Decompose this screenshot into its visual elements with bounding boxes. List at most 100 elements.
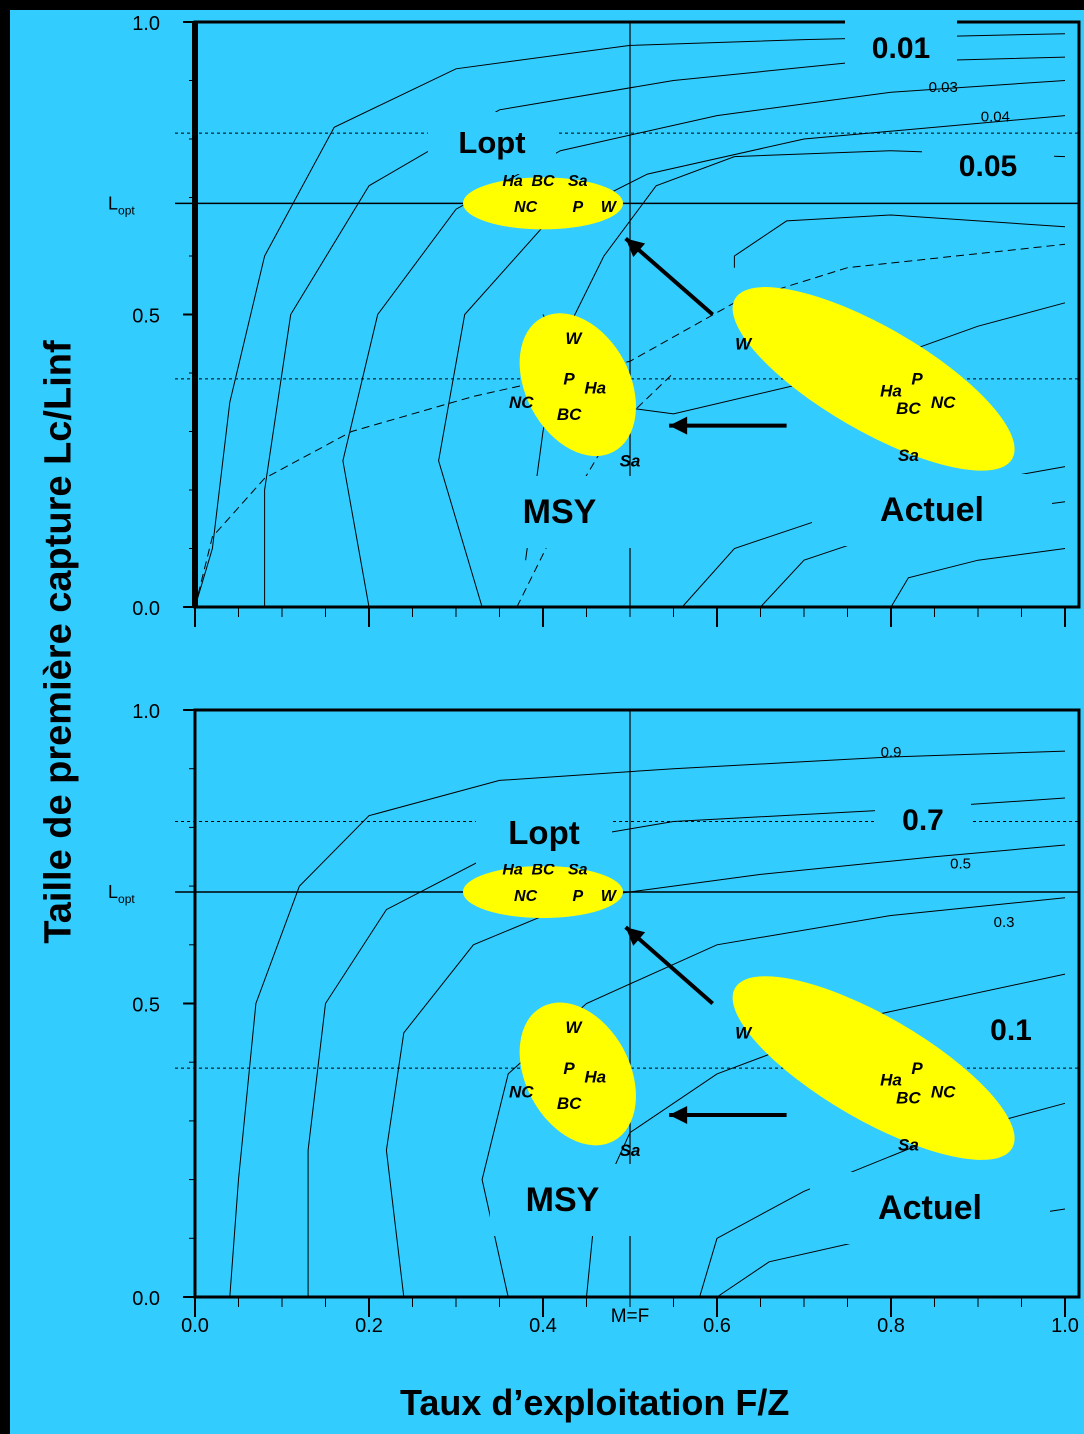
contour-line (229, 750, 1066, 1298)
y-axis-title-box: Taille de première capture Lc/Linf (10, 192, 107, 1092)
arrow-head (625, 238, 646, 258)
top-msy-box: MSY (487, 476, 632, 548)
contour-line (307, 797, 1066, 1297)
bottom-contour-box-07: 0.7 (875, 790, 971, 852)
top-msy-label: MSY (522, 492, 597, 531)
y-tick-label: 0.5 (132, 306, 160, 328)
species-label: Ha (502, 861, 523, 878)
contour-line (194, 33, 1066, 608)
bottom-actuel-box: Actuel (810, 1172, 1050, 1244)
top-actuel-label: Actuel (880, 490, 984, 529)
mf-label: M=F (611, 1306, 650, 1327)
species-label: Ha (880, 1071, 902, 1090)
dashed-curve (194, 243, 1066, 608)
species-label: NC (509, 393, 534, 412)
actuel-ellipse (732, 976, 1015, 1160)
species-label: W (565, 1018, 583, 1037)
msy-ellipse (519, 1002, 636, 1146)
lopt-ellipse (463, 865, 623, 918)
top-contour-label-001: 0.01 (871, 32, 931, 65)
arrow-head (625, 927, 646, 946)
contour-label: 0.04 (981, 108, 1010, 125)
species-label: Sa (568, 173, 588, 190)
lopt-axis-sub: opt (118, 892, 135, 906)
x-tick-label: 1.0 (1051, 1315, 1079, 1337)
contour-label: 0.5 (950, 855, 971, 872)
x-tick-label: 0.4 (529, 1315, 557, 1337)
species-label: BC (557, 405, 582, 424)
species-label: BC (557, 1094, 582, 1113)
x-tick-label: 0.2 (355, 1315, 383, 1337)
species-label: Sa (898, 1135, 919, 1154)
species-label: P (911, 370, 923, 389)
species-label: Ha (502, 173, 523, 190)
actuel-ellipse (732, 287, 1015, 471)
contour-label: 0.03 (929, 79, 958, 96)
species-label: NC (931, 393, 956, 412)
species-label: P (572, 199, 583, 216)
bottom-lopt-box: Lopt (476, 802, 612, 864)
contour-line (733, 214, 1066, 268)
y-tick-label: 0.0 (132, 598, 160, 620)
x-axis-title: Taux d’exploitation F/Z (400, 1382, 790, 1423)
species-label: NC (514, 199, 538, 216)
bottom-contour-label-01: 0.1 (990, 1014, 1032, 1047)
species-label: W (735, 1024, 753, 1043)
species-label: BC (896, 399, 921, 418)
top-actuel-box: Actuel (812, 474, 1052, 546)
species-label: P (563, 1059, 575, 1078)
species-label: W (735, 335, 753, 354)
dashed-curve (516, 372, 674, 608)
species-label: Sa (898, 446, 919, 465)
x-axis-title-box: Taux d’exploitation F/Z (10, 1372, 1084, 1434)
species-label: W (565, 329, 583, 348)
top-lopt-box: Lopt (428, 112, 556, 174)
species-label: Sa (568, 861, 588, 878)
species-label: W (601, 199, 618, 216)
bottom-msy-label: MSY (525, 1180, 600, 1219)
species-label: P (563, 370, 575, 389)
species-label: P (572, 888, 583, 905)
x-tick-label: 0.6 (703, 1315, 731, 1337)
top-contour-box-001: 0.01 (845, 18, 957, 80)
bottom-contour-label-07: 0.7 (902, 804, 944, 837)
bottom-lopt-label: Lopt (508, 814, 580, 851)
species-label: Ha (584, 1068, 606, 1087)
bottom-msy-box: MSY (490, 1164, 635, 1236)
arrow-head (669, 1106, 688, 1125)
top-contour-box-005: 0.05 (922, 136, 1054, 198)
msy-ellipse (519, 313, 636, 457)
contour-label: 0.3 (994, 914, 1015, 931)
y-axis-title: Taille de première capture Lc/Linf (37, 340, 79, 944)
x-tick-label: 0.0 (181, 1315, 209, 1337)
arrow-shaft (624, 925, 714, 1006)
x-tick-label: 0.8 (877, 1315, 905, 1337)
species-label: W (601, 888, 618, 905)
contour-line (385, 844, 1066, 1298)
species-label: NC (514, 888, 538, 905)
species-label: NC (509, 1082, 534, 1101)
species-label: Sa (620, 452, 641, 471)
lopt-ellipse (463, 177, 623, 230)
species-label: Ha (880, 381, 902, 400)
species-label: Ha (584, 378, 606, 397)
contour-line (890, 548, 1066, 608)
x-tick-labels: 0.0 0.2 0.4 0.6 0.8 1.0 M=F (181, 1306, 1079, 1337)
arrow-head (669, 416, 688, 435)
y-tick-label: 0.0 (132, 1288, 160, 1310)
top-contour-label-005: 0.05 (958, 150, 1018, 183)
y-tick-label: 0.5 (132, 995, 160, 1017)
species-label: P (911, 1059, 923, 1078)
bottom-contour-box-01: 0.1 (968, 1000, 1054, 1062)
species-label: BC (531, 861, 555, 878)
y-tick-label: 1.0 (132, 13, 160, 35)
contour-line (481, 897, 1066, 1298)
species-label: Sa (620, 1141, 641, 1160)
species-label: BC (531, 173, 555, 190)
bottom-actuel-label: Actuel (878, 1188, 982, 1227)
y-tick-label: 1.0 (132, 701, 160, 723)
arrow-shaft (624, 236, 714, 317)
lopt-axis-sub: opt (118, 203, 135, 217)
